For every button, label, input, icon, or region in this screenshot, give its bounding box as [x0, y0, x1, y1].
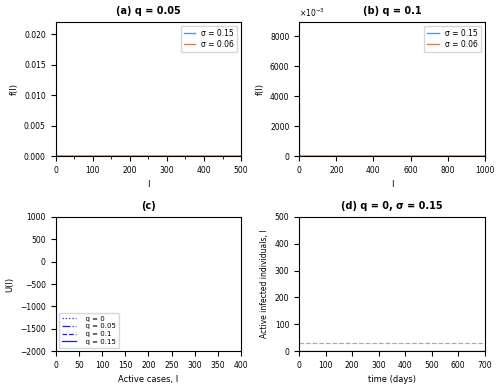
Legend: σ = 0.15, σ = 0.06: σ = 0.15, σ = 0.06	[424, 26, 481, 52]
X-axis label: Active cases, I: Active cases, I	[118, 376, 178, 385]
Title: (a) q = 0.05: (a) q = 0.05	[116, 5, 180, 16]
Legend:   q = 0,   q = 0.05,   q = 0.1,   q = 0.15: q = 0, q = 0.05, q = 0.1, q = 0.15	[59, 313, 119, 348]
Y-axis label: U(I): U(I)	[6, 277, 15, 292]
X-axis label: I: I	[147, 181, 150, 190]
X-axis label: I: I	[390, 181, 393, 190]
Text: $\times10^{-3}$: $\times10^{-3}$	[299, 7, 325, 19]
Legend: σ = 0.15, σ = 0.06: σ = 0.15, σ = 0.06	[181, 26, 238, 52]
Y-axis label: Active infected individuals, I: Active infected individuals, I	[260, 230, 270, 338]
Title: (b) q = 0.1: (b) q = 0.1	[362, 5, 422, 16]
Y-axis label: f(I): f(I)	[256, 83, 264, 95]
X-axis label: time (days): time (days)	[368, 376, 416, 385]
Title: (c): (c)	[141, 200, 156, 211]
Title: (d) q = 0, σ = 0.15: (d) q = 0, σ = 0.15	[341, 200, 443, 211]
Y-axis label: f(I): f(I)	[10, 83, 18, 95]
